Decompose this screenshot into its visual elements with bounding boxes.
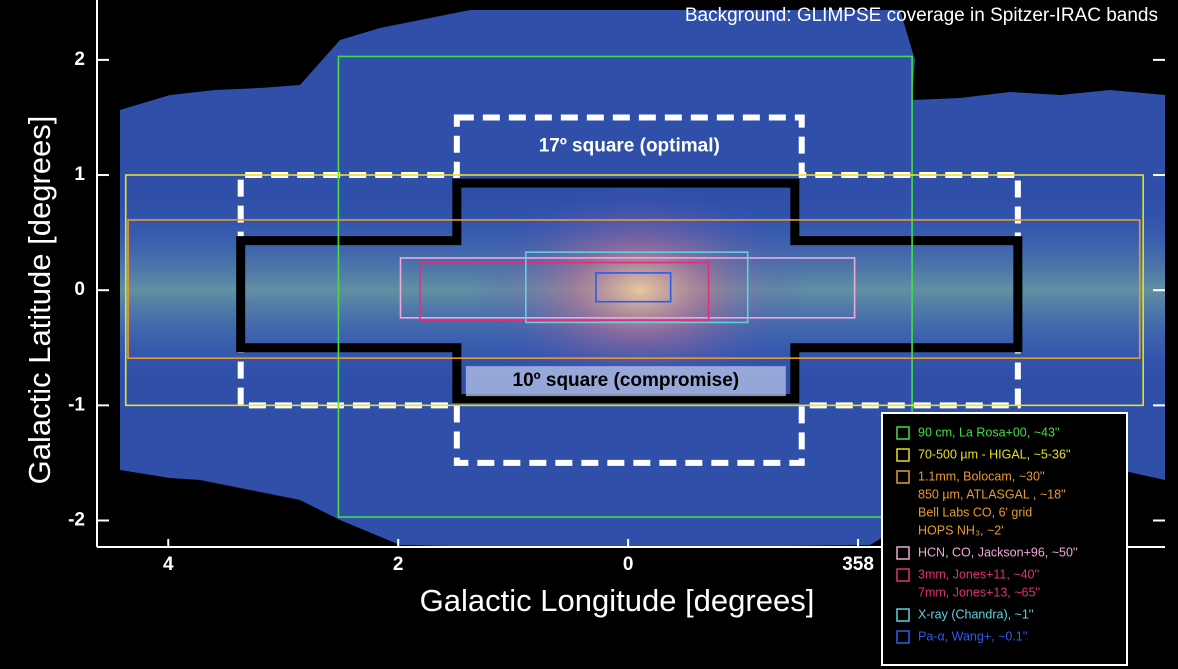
- legend-label: HOPS NH₃, ~2': [918, 523, 1004, 537]
- legend-label: 850 µm, ATLASGAL , ~18'': [918, 487, 1066, 501]
- legend-label: 90 cm, La Rosa+00, ~43'': [918, 425, 1060, 439]
- x-tick-label: 2: [393, 554, 404, 575]
- legend-swatch: [896, 568, 910, 582]
- footprint-label: 17º square (optimal): [539, 135, 720, 156]
- y-tick-label: -1: [68, 394, 85, 415]
- x-tick-label: 0: [623, 554, 634, 575]
- galactic-center-glow: [470, 180, 810, 400]
- coverage-region: [127, 219, 1141, 359]
- legend-label: 1.1mm, Bolocam, ~30'': [918, 469, 1045, 483]
- legend-swatch: [896, 426, 910, 440]
- y-tick-label: 1: [74, 164, 85, 185]
- coverage-region: [399, 257, 856, 319]
- x-tick-label: 4: [163, 554, 174, 575]
- legend: 90 cm, La Rosa+00, ~43'' 70-500 µm - HIGA…: [881, 412, 1128, 666]
- coverage-region: [595, 272, 672, 303]
- x-axis-title: Galactic Longitude [degrees]: [420, 583, 815, 618]
- legend-swatch: [896, 630, 910, 644]
- legend-label: HCN, CO, Jackson+96, ~50'': [918, 545, 1078, 559]
- footprint-label: 10º square (compromise): [513, 370, 740, 391]
- y-tick-label: 2: [74, 49, 85, 70]
- label-backdrop: [465, 366, 786, 397]
- legend-label: X-ray (Chandra), ~1'': [918, 607, 1034, 621]
- coverage-region: [525, 251, 749, 324]
- legend-label: 70-500 µm - HIGAL, ~5-36'': [918, 447, 1071, 461]
- y-tick-label: -2: [68, 510, 85, 531]
- legend-label: Bell Labs CO, 6' grid: [918, 505, 1032, 519]
- coverage-region: [419, 261, 710, 321]
- chart-title: Background: GLIMPSE coverage in Spitzer-…: [685, 5, 1158, 26]
- x-tick-label: 358: [842, 554, 874, 575]
- y-tick-label: 0: [74, 279, 85, 300]
- footprint: [236, 178, 1023, 403]
- legend-label: 7mm, Jones+13, ~65'': [918, 585, 1040, 599]
- coverage-region: [124, 174, 1144, 407]
- legend-swatch: [896, 470, 910, 484]
- legend-swatch: [896, 448, 910, 462]
- legend-swatch: [896, 546, 910, 560]
- legend-label: 3mm, Jones+11, ~40'': [918, 567, 1039, 581]
- legend-label: Pa-α, Wang+, ~0.1'': [918, 629, 1028, 643]
- coverage-region: [337, 55, 913, 518]
- legend-swatch: [896, 608, 910, 622]
- y-axis-title: Galactic Latitude [degrees]: [22, 116, 57, 485]
- legend-box: [881, 412, 1128, 666]
